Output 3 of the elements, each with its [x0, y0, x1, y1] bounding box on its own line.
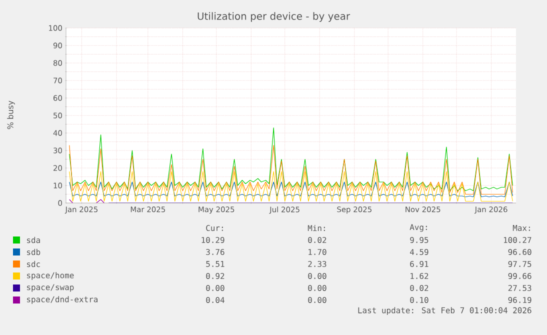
line-series [69, 182, 513, 198]
line-series [69, 127, 513, 192]
chart-title: Utilization per device - by year [198, 12, 350, 22]
